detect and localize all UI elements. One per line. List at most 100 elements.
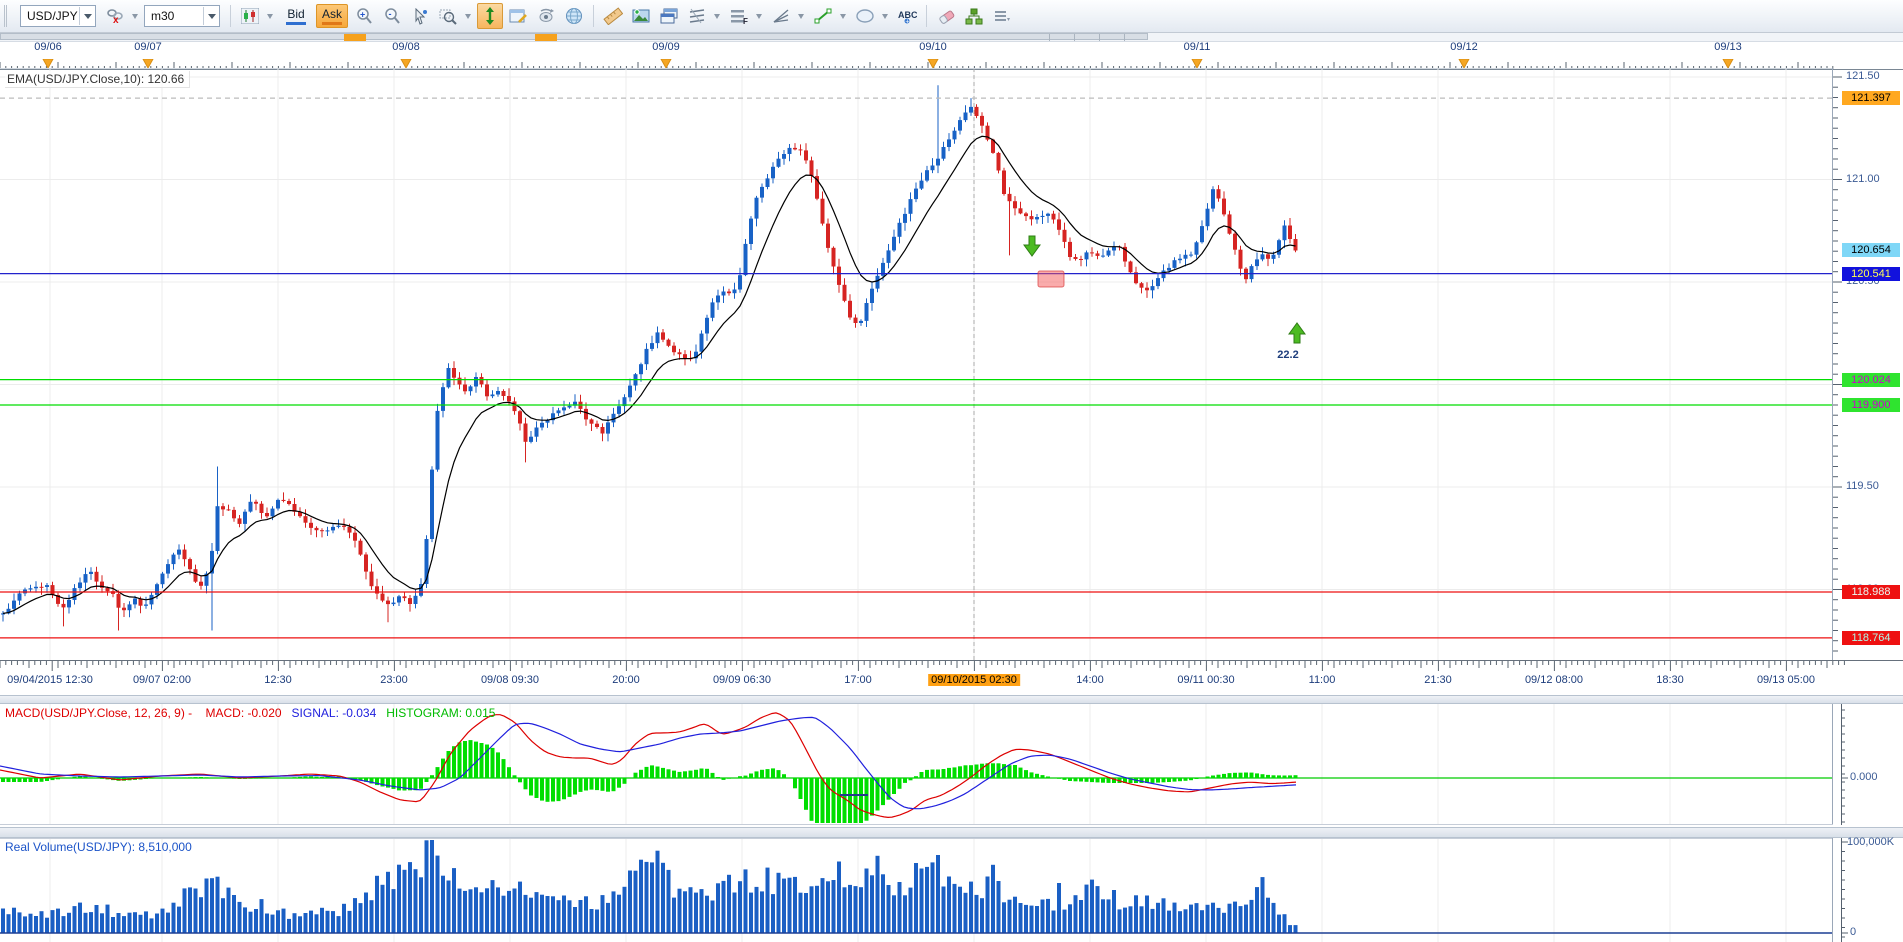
edit-window-button[interactable] <box>505 3 531 29</box>
time-label: 20:00 <box>612 674 640 686</box>
fib-retracement-button[interactable] <box>684 3 710 29</box>
fit-vertical-button[interactable] <box>477 3 504 29</box>
text-abc-icon: ABC + <box>898 10 917 24</box>
time-label: 11:00 <box>1308 674 1336 686</box>
trendline-button[interactable] <box>810 3 836 29</box>
trendline-dropdown[interactable] <box>838 4 848 28</box>
date-label-09/06: 09/06 <box>34 41 62 53</box>
main-price-chart[interactable]: EMA(USD/JPY.Close,10): 120.66 22.2 <box>0 68 1833 660</box>
volume-axis[interactable]: 100,000K 0 <box>1833 836 1903 942</box>
macd-axis[interactable]: 0.000 <box>1833 704 1903 825</box>
bid-button[interactable]: Bid <box>280 4 312 28</box>
time-label: 09/08 09:30 <box>480 674 540 686</box>
period-select[interactable]: m30 <box>144 5 220 27</box>
date-label-09/13: 09/13 <box>1714 41 1742 53</box>
globe-icon <box>566 8 583 24</box>
svg-text:+: + <box>360 10 365 20</box>
macd-panel[interactable]: MACD(USD/JPY.Close, 12, 26, 9) - MACD: -… <box>0 704 1833 825</box>
chevron-down-icon[interactable] <box>203 7 219 25</box>
scrollbar-thumb[interactable] <box>0 33 1148 41</box>
price-chart-canvas[interactable]: 22.2 <box>0 68 1833 660</box>
top-tick-ruler[interactable] <box>0 57 1903 70</box>
ellipse-dropdown[interactable] <box>880 4 890 28</box>
time-label: 14:00 <box>1076 674 1104 686</box>
pointer-button[interactable] <box>407 3 433 29</box>
date-label-09/10: 09/10 <box>919 41 947 53</box>
windows-button[interactable] <box>656 3 682 29</box>
unlink-button[interactable]: x <box>102 3 128 29</box>
price-badge-121.397: 121.397 <box>1842 91 1900 106</box>
svg-text:-: - <box>389 9 392 19</box>
date-label-09/09: 09/09 <box>652 41 680 53</box>
panel-splitter-macd[interactable] <box>0 695 1903 704</box>
date-label-09/11: 09/11 <box>1183 41 1211 53</box>
session-marker-icon <box>927 58 939 70</box>
date-label-09/07: 09/07 <box>134 41 162 53</box>
globe-button[interactable] <box>561 3 587 29</box>
eraser-button[interactable] <box>933 3 959 29</box>
chart-type-dropdown[interactable] <box>265 4 275 28</box>
panel-splitter-volume[interactable] <box>0 827 1903 838</box>
insert-image-button[interactable] <box>628 3 654 29</box>
histogram-value: HISTOGRAM: 0.015 <box>386 706 496 720</box>
symbol-select[interactable]: USD/JPY <box>20 5 96 27</box>
levels-button[interactable]: F <box>726 3 752 29</box>
view-button[interactable] <box>533 3 559 29</box>
pointer-icon <box>415 7 428 25</box>
price-axis[interactable]: 121.50121.00120.50120.00119.50119.00121.… <box>1833 68 1903 660</box>
price-tick-label: 121.00 <box>1846 172 1880 185</box>
more-lines-icon <box>995 11 1011 21</box>
ema-indicator-label: EMA(USD/JPY.Close,10): 120.66 <box>5 71 191 88</box>
price-badge-120.024: 120.024 <box>1842 372 1900 387</box>
macd-canvas[interactable] <box>0 704 1833 825</box>
eraser-icon <box>938 10 954 24</box>
zoom-in-button[interactable]: + <box>351 3 377 29</box>
top-date-axis[interactable]: 09/06 09/07 09/08 09/09 09/10 09/11 09/12 09/13 <box>0 41 1903 57</box>
ask-button[interactable]: Ask <box>316 4 349 28</box>
fan-dropdown[interactable] <box>796 4 806 28</box>
trendline-icon <box>814 8 832 24</box>
levels-dropdown[interactable] <box>754 4 764 28</box>
unlink-icon: x <box>107 9 123 24</box>
ellipse-button[interactable] <box>852 3 878 29</box>
session-marker-icon <box>142 58 154 70</box>
time-label-selected: 09/10/2015 02:30 <box>928 674 1020 686</box>
signal-value: SIGNAL: -0.034 <box>291 706 377 720</box>
view-eye-icon <box>539 8 555 22</box>
session-marker-icon <box>400 58 412 70</box>
fan-lines-button[interactable] <box>768 3 794 29</box>
edit-window-icon <box>509 9 527 23</box>
volume-panel[interactable]: Real Volume(USD/JPY): 8,510,000 <box>0 838 1833 942</box>
macd-indicator-label: MACD(USD/JPY.Close, 12, 26, 9) - MACD: -… <box>5 706 505 720</box>
structure-button[interactable] <box>961 3 987 29</box>
scrollbar-divider <box>1099 34 1100 41</box>
ruler-button[interactable] <box>600 3 626 29</box>
volume-canvas[interactable] <box>0 838 1833 942</box>
zoom-region-dropdown[interactable] <box>463 4 473 28</box>
zoom-region-button[interactable] <box>435 3 461 29</box>
ema-line <box>2 135 1296 614</box>
text-button[interactable]: ABC + <box>894 3 920 29</box>
session-marker-icon <box>1458 58 1470 70</box>
date-label-09/12: 09/12 <box>1450 41 1478 53</box>
toolbar-grip[interactable] <box>4 5 14 27</box>
price-badge-119.900: 119.900 <box>1842 398 1900 412</box>
fib-dropdown[interactable] <box>712 4 722 28</box>
macd-title: MACD(USD/JPY.Close, 12, 26, 9) - <box>5 706 196 720</box>
chart-type-button[interactable] <box>237 3 263 29</box>
fib-lines-icon <box>689 8 705 24</box>
zoom-out-icon: - <box>385 8 400 24</box>
session-marker-icon <box>1191 58 1203 70</box>
bottom-tick-ruler[interactable] <box>0 660 1903 673</box>
zoom-out-button[interactable]: - <box>379 3 405 29</box>
more-tools-button[interactable] <box>989 3 1015 29</box>
levels-icon: F <box>731 10 748 24</box>
price-badge-120.541: 120.541 <box>1842 266 1900 281</box>
zoom-in-icon: + <box>357 8 372 24</box>
bottom-time-axis[interactable]: 09/04/2015 12:30 09/07 02:00 12:30 23:00 09/… <box>0 673 1903 693</box>
fit-vertical-icon <box>486 7 495 25</box>
chart-horizontal-scrollbar[interactable] <box>0 33 1903 42</box>
chart-toolbar: USD/JPY x m30 Bid Ask <box>0 0 1903 33</box>
chevron-down-icon[interactable] <box>79 7 95 25</box>
unlink-dropdown[interactable] <box>130 4 140 28</box>
